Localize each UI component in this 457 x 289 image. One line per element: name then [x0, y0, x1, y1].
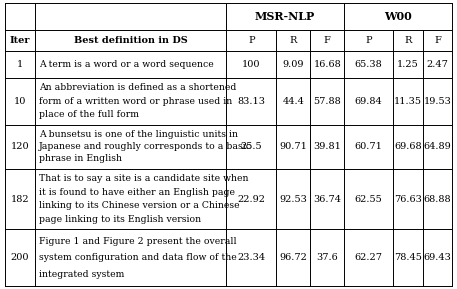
Text: 16.68: 16.68	[314, 60, 341, 69]
Text: 92.53: 92.53	[280, 194, 308, 203]
Text: 62.27: 62.27	[355, 253, 383, 262]
Text: 182: 182	[11, 194, 29, 203]
Text: system configuration and data flow of the: system configuration and data flow of th…	[38, 253, 236, 262]
Text: 1: 1	[16, 60, 23, 69]
Text: 96.72: 96.72	[280, 253, 308, 262]
Text: 90.71: 90.71	[280, 142, 308, 151]
Text: F: F	[434, 36, 441, 45]
Text: 25.5: 25.5	[240, 142, 262, 151]
Text: 23.34: 23.34	[237, 253, 266, 262]
Text: 76.63: 76.63	[394, 194, 422, 203]
Text: An abbreviation is defined as a shortened: An abbreviation is defined as a shortene…	[38, 84, 236, 92]
Text: 1.25: 1.25	[397, 60, 419, 69]
Text: Japanese and roughly corresponds to a basic: Japanese and roughly corresponds to a ba…	[38, 142, 252, 151]
Text: 60.71: 60.71	[355, 142, 383, 151]
Text: 11.35: 11.35	[394, 97, 422, 106]
Text: 44.4: 44.4	[282, 97, 304, 106]
Text: 68.88: 68.88	[424, 194, 452, 203]
Text: 200: 200	[11, 253, 29, 262]
Text: Best definition in DS: Best definition in DS	[74, 36, 187, 45]
Text: 2.47: 2.47	[427, 60, 449, 69]
Text: phrase in English: phrase in English	[38, 155, 122, 164]
Text: 9.09: 9.09	[283, 60, 304, 69]
Text: That is to say a site is a candidate site when: That is to say a site is a candidate sit…	[38, 174, 248, 183]
Text: 64.89: 64.89	[424, 142, 452, 151]
Text: 57.88: 57.88	[314, 97, 341, 106]
Text: Figure 1 and Figure 2 present the overall: Figure 1 and Figure 2 present the overal…	[38, 237, 236, 246]
Text: 37.6: 37.6	[316, 253, 338, 262]
Text: 10: 10	[14, 97, 26, 106]
Text: integrated system: integrated system	[38, 270, 124, 279]
Text: R: R	[404, 36, 412, 45]
Text: 62.55: 62.55	[355, 194, 383, 203]
Text: 39.81: 39.81	[314, 142, 341, 151]
Text: 120: 120	[11, 142, 29, 151]
Text: MSR-NLP: MSR-NLP	[255, 11, 315, 22]
Text: Iter: Iter	[10, 36, 30, 45]
Text: form of a written word or phrase used in: form of a written word or phrase used in	[38, 97, 232, 106]
Text: F: F	[324, 36, 331, 45]
Text: place of the full form: place of the full form	[38, 110, 138, 119]
Text: A term is a word or a word sequence: A term is a word or a word sequence	[38, 60, 213, 69]
Text: 36.74: 36.74	[313, 194, 341, 203]
Text: it is found to have either an English page: it is found to have either an English pa…	[38, 188, 234, 197]
Text: 69.43: 69.43	[424, 253, 452, 262]
Text: 65.38: 65.38	[355, 60, 383, 69]
Text: 100: 100	[242, 60, 260, 69]
Text: R: R	[290, 36, 297, 45]
Text: page linking to its English version: page linking to its English version	[38, 215, 201, 224]
Text: linking to its Chinese version or a Chinese: linking to its Chinese version or a Chin…	[38, 201, 239, 210]
Text: P: P	[365, 36, 372, 45]
Text: 83.13: 83.13	[237, 97, 266, 106]
Text: 69.84: 69.84	[355, 97, 383, 106]
Text: W00: W00	[384, 11, 412, 22]
Text: 78.45: 78.45	[394, 253, 422, 262]
Text: 22.92: 22.92	[237, 194, 266, 203]
Text: 69.68: 69.68	[394, 142, 422, 151]
Text: 19.53: 19.53	[424, 97, 452, 106]
Text: P: P	[248, 36, 255, 45]
Text: A bunsetsu is one of the linguistic units in: A bunsetsu is one of the linguistic unit…	[38, 130, 238, 139]
